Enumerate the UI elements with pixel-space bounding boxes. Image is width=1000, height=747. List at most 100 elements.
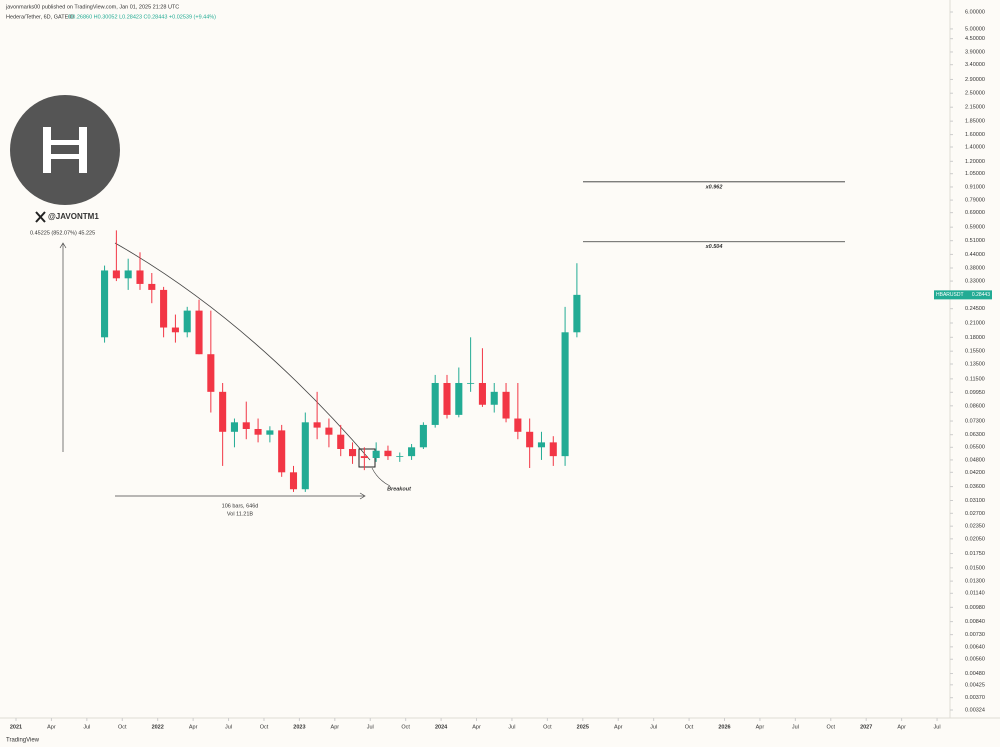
candle-body — [325, 427, 333, 435]
y-tick-label: 0.07300 — [965, 418, 985, 424]
candle-body — [148, 283, 156, 290]
y-tick-label: 0.00480 — [965, 671, 985, 677]
y-tick-label: 5.00000 — [965, 26, 985, 32]
y-tick-label: 2.50000 — [965, 91, 985, 97]
y-tick-label: 1.20000 — [965, 159, 985, 165]
y-tick-label: 0.00980 — [965, 605, 985, 611]
x-tick-label: Apr — [47, 724, 56, 730]
volume-label: Vol 11.21B — [227, 511, 254, 517]
candle-body — [419, 424, 427, 448]
x-tick-label: Apr — [472, 724, 481, 730]
logo-circle — [10, 95, 120, 205]
x-tick-label: Apr — [331, 724, 340, 730]
candle-body — [372, 450, 380, 459]
handle: @JAVONTM1 — [48, 212, 99, 221]
candle-body — [266, 430, 274, 435]
y-tick-label: 1.05000 — [965, 171, 985, 177]
breakout-pointer — [371, 467, 391, 487]
y-tick-label: 0.21000 — [965, 320, 985, 326]
y-tick-label: 0.00730 — [965, 632, 985, 638]
candle-body — [242, 422, 250, 429]
candle-body — [467, 382, 475, 384]
y-tick-label: 0.15500 — [965, 349, 985, 355]
title: Hedera/Tether, 6D, GATEIO — [6, 14, 75, 20]
candle-body — [478, 382, 486, 405]
x-tick-label: Oct — [543, 724, 552, 730]
x-tick-label: Oct — [401, 724, 410, 730]
candle-body — [408, 447, 416, 457]
x-tick-label: Apr — [189, 724, 198, 730]
arrow-head — [59, 242, 67, 249]
y-tick-label: 0.04200 — [965, 470, 985, 476]
candle-body — [526, 431, 534, 448]
candle-body — [549, 442, 557, 457]
x-tick-label: 2025 — [577, 724, 589, 730]
y-tick-label: 0.02050 — [965, 536, 985, 542]
candle-body — [537, 442, 546, 448]
x-tick-label: Jul — [367, 724, 374, 730]
candle-body — [124, 270, 132, 279]
candle-body — [313, 422, 321, 428]
logo-bar — [51, 140, 79, 145]
candle-body — [573, 294, 581, 333]
logo — [10, 95, 120, 205]
x-tick-label: Jul — [650, 724, 657, 730]
candle-body — [514, 418, 522, 432]
y-tick-label: 0.09950 — [965, 390, 985, 396]
y-tick-label: 0.51000 — [965, 238, 985, 244]
y-tick-label: 0.13500 — [965, 361, 985, 367]
candle-body — [171, 327, 179, 333]
candle-body — [502, 391, 510, 419]
candle-body — [219, 391, 227, 432]
header: javonmarks00 published on TradingView.co… — [5, 4, 179, 10]
candle-body — [348, 448, 357, 457]
y-tick-label: 0.33000 — [965, 279, 985, 285]
candle-body — [230, 422, 238, 432]
candle-body — [207, 354, 215, 392]
y-tick-label: 2.90000 — [965, 77, 985, 83]
y-tick-label: 0.44000 — [965, 252, 985, 258]
y-tick-label: 0.00324 — [965, 707, 985, 713]
price-tag-symbol: HBARUSDT — [936, 292, 964, 298]
y-tick-label: 0.18000 — [965, 335, 985, 341]
y-tick-label: 0.00425 — [965, 682, 985, 688]
x-tick-label: Oct — [826, 724, 835, 730]
candle-body — [195, 310, 203, 355]
y-tick-label: 0.00640 — [965, 644, 985, 650]
trendline — [114, 242, 371, 461]
y-tick-label: 3.40000 — [965, 62, 985, 68]
y-tick-label: 0.69000 — [965, 210, 985, 216]
y-tick-label: 0.79000 — [965, 198, 985, 204]
candle-body — [396, 456, 404, 457]
candle-body — [278, 430, 286, 473]
x-tick-label: 2024 — [435, 724, 448, 730]
candle-body — [431, 382, 439, 425]
candle-body — [136, 270, 144, 284]
x-tick-label: Jul — [934, 724, 941, 730]
y-tick-label: 3.90000 — [965, 49, 985, 55]
footer: TradingView — [6, 738, 40, 744]
x-tick-label: Jul — [508, 724, 515, 730]
y-tick-label: 0.05500 — [965, 445, 985, 451]
ohlc: O0.26860 H0.30052 L0.28423 C0.28443 +0.0… — [68, 14, 216, 20]
candle-body — [183, 310, 191, 333]
y-tick-label: 1.85000 — [965, 119, 985, 125]
x-tick-label: Apr — [614, 724, 623, 730]
level-label: x0.504 — [705, 244, 723, 250]
candle-body — [254, 428, 262, 435]
y-tick-label: 0.01140 — [965, 591, 984, 597]
candle-body — [337, 434, 345, 449]
arrow-head — [359, 492, 366, 500]
y-tick-label: 0.04800 — [965, 457, 985, 463]
candle-body — [455, 382, 463, 415]
candle-body — [443, 382, 451, 415]
y-tick-label: 0.00370 — [965, 695, 985, 701]
y-tick-label: 0.06300 — [965, 432, 985, 438]
y-tick-label: 0.03100 — [965, 498, 985, 504]
candle-body — [561, 332, 569, 457]
candle-body — [490, 391, 498, 405]
x-tick-label: Jul — [83, 724, 90, 730]
candle-body — [289, 472, 298, 490]
